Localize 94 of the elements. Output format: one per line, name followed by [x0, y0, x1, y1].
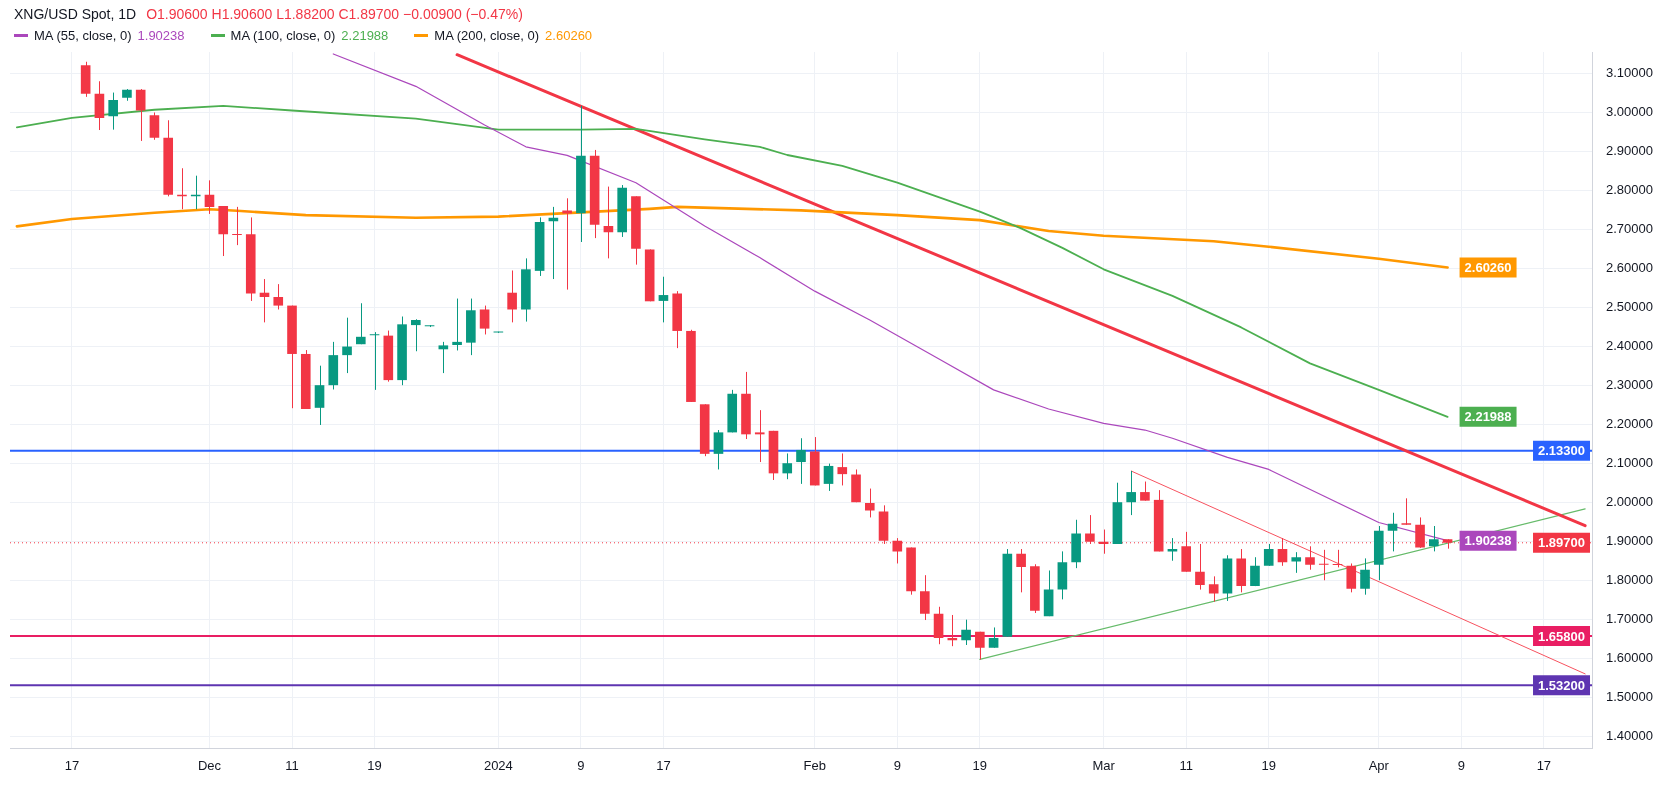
legend-label: MA (100, close, 0): [230, 28, 336, 43]
y-tick-label: 2.70000: [1606, 221, 1654, 237]
candlestick: [452, 298, 462, 351]
y-tick-label: 2.50000: [1606, 299, 1654, 315]
y-tick-label: 2.00000: [1606, 494, 1654, 510]
candlestick: [782, 452, 793, 480]
ref-line-label: 1.53200: [1538, 677, 1586, 693]
candlestick: [135, 88, 146, 142]
candlestick: [1277, 537, 1288, 567]
chart-subtitle: O1.90600 H1.90600 L1.88200 C1.89700 −0.00900 (−0.47%): [146, 6, 523, 22]
x-tick-label: 17: [64, 757, 80, 773]
candlestick: [149, 111, 160, 141]
x-tick-label: 19: [1261, 757, 1276, 773]
y-tick-label: 1.80000: [1606, 572, 1654, 588]
data-label: 1.90238: [1464, 533, 1512, 549]
y-tick-label: 2.30000: [1606, 377, 1654, 393]
y-tick-label: 2.20000: [1606, 416, 1654, 432]
candlestick: [232, 206, 242, 246]
candlestick: [1250, 556, 1260, 587]
candlestick: [562, 197, 572, 291]
candlestick: [355, 302, 366, 345]
candlestick: [1208, 575, 1219, 603]
candlestick: [1428, 525, 1439, 552]
candlestick: [1360, 557, 1370, 596]
ref-line-label: 1.65800: [1538, 628, 1586, 644]
x-tick-label: 11: [1179, 757, 1193, 773]
candlestick: [273, 283, 284, 310]
candlestick: [314, 365, 325, 426]
x-tick-label: 9: [1457, 757, 1465, 773]
x-tick-label: 17: [656, 757, 671, 773]
chart-title: XNG/USD Spot, 1D: [14, 6, 137, 22]
candlestick: [603, 186, 614, 259]
candlestick: [1016, 548, 1026, 593]
y-tick-label: 2.90000: [1606, 143, 1654, 159]
x-tick-label: 2024: [483, 757, 513, 773]
y-tick-label: 1.60000: [1606, 650, 1654, 666]
ref-line-label: 1.89700: [1538, 535, 1586, 551]
candlestick: [754, 409, 765, 463]
candlestick: [1387, 512, 1398, 552]
legend-label: MA (200, close, 0): [434, 28, 540, 43]
candlestick: [713, 429, 724, 470]
text: 2.60260: [545, 28, 593, 43]
candlestick: [658, 276, 669, 323]
candlestick: [1291, 551, 1302, 574]
candlestick: [1126, 470, 1136, 516]
candlestick: [438, 341, 449, 374]
candlestick: [1195, 543, 1205, 591]
data-label: 2.21988: [1464, 409, 1512, 425]
y-tick-label: 1.70000: [1606, 611, 1654, 627]
y-tick-label: 2.40000: [1606, 338, 1654, 354]
candlestick: [411, 318, 421, 352]
candlestick: [837, 452, 848, 486]
candlestick: [369, 331, 380, 391]
x-tick-label: Apr: [1368, 757, 1390, 773]
candlestick: [975, 631, 985, 660]
x-tick-label: 9: [893, 757, 901, 773]
y-tick-label: 1.50000: [1606, 689, 1654, 705]
ref-line-label: 2.13300: [1538, 443, 1586, 459]
y-tick-label: 3.00000: [1606, 104, 1654, 120]
candlestick: [1401, 497, 1412, 526]
candlestick: [1318, 549, 1329, 581]
candlestick: [507, 269, 517, 323]
y-tick-label: 3.10000: [1606, 65, 1654, 81]
candlestick: [1346, 562, 1357, 593]
x-tick-label: 19: [367, 757, 382, 773]
x-tick-label: 19: [972, 757, 988, 773]
x-tick-label: 11: [285, 757, 299, 773]
candlestick: [823, 463, 834, 492]
candlestick: [1140, 481, 1150, 502]
candlestick: [988, 626, 999, 649]
legend-label: MA (55, close, 0): [34, 28, 132, 43]
candlestick: [864, 488, 875, 518]
candlestick: [796, 437, 806, 485]
data-label: 2.60260: [1464, 260, 1512, 276]
y-tick-label: 2.60000: [1606, 260, 1654, 276]
candlestick: [1263, 543, 1274, 567]
y-tick-label: 1.90000: [1606, 533, 1654, 549]
y-tick-label: 1.40000: [1606, 728, 1654, 744]
candlestick: [108, 92, 118, 131]
x-tick-label: Feb: [803, 757, 826, 773]
candlestick: [204, 179, 215, 215]
x-tick-label: 17: [1536, 757, 1552, 773]
candlestick: [961, 619, 971, 646]
candlestick: [479, 305, 490, 335]
text: 2.21988: [341, 28, 389, 43]
x-tick-label: 9: [577, 757, 585, 773]
text: 1.90238: [137, 28, 185, 43]
y-tick-label: 2.80000: [1606, 182, 1654, 198]
x-tick-label: Dec: [197, 757, 222, 773]
y-tick-label: 2.10000: [1606, 455, 1654, 471]
x-tick-label: Mar: [1092, 757, 1116, 773]
candlestick: [342, 317, 352, 374]
candlestick: [1305, 545, 1315, 571]
candlestick: [920, 574, 930, 621]
